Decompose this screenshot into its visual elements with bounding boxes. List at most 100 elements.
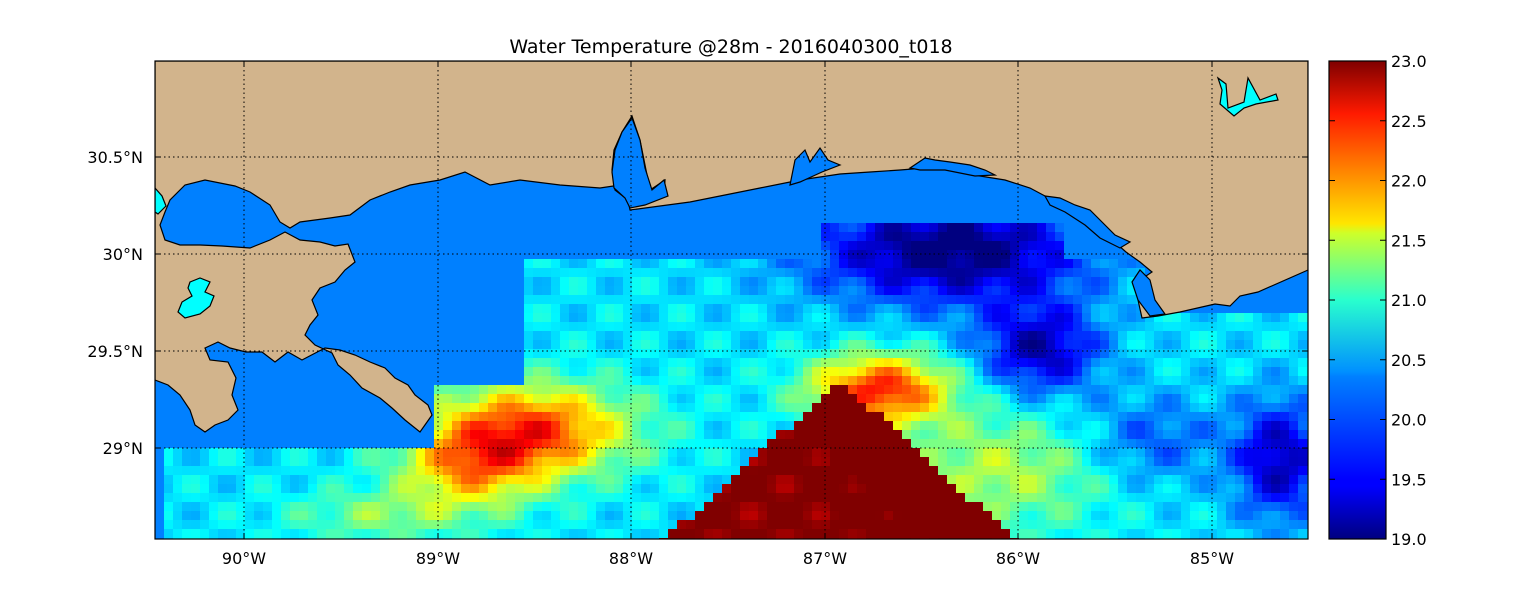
temperature-cell xyxy=(803,493,812,502)
temperature-cell xyxy=(1073,376,1082,385)
temperature-cell xyxy=(1181,484,1190,493)
temperature-cell xyxy=(623,322,632,331)
temperature-cell xyxy=(1244,421,1253,430)
temperature-cell xyxy=(1127,511,1136,520)
temperature-cell xyxy=(1073,367,1082,376)
temperature-cell xyxy=(1028,295,1037,304)
temperature-cell xyxy=(965,502,974,511)
temperature-cell xyxy=(362,466,371,475)
temperature-cell xyxy=(1055,511,1064,520)
temperature-cell xyxy=(1091,313,1100,322)
temperature-cell xyxy=(911,277,920,286)
temperature-cell xyxy=(272,502,281,511)
temperature-cell xyxy=(614,277,623,286)
temperature-cell xyxy=(929,412,938,421)
temperature-cell xyxy=(785,385,794,394)
temperature-cell xyxy=(578,502,587,511)
temperature-cell xyxy=(191,448,200,457)
temperature-cell xyxy=(515,475,524,484)
temperature-cell xyxy=(1082,421,1091,430)
temperature-cell xyxy=(1082,376,1091,385)
temperature-cell xyxy=(1073,331,1082,340)
temperature-cell xyxy=(200,457,209,466)
temperature-cell xyxy=(569,520,578,529)
temperature-cell xyxy=(218,529,227,538)
temperature-cell xyxy=(686,430,695,439)
temperature-cell xyxy=(920,295,929,304)
temperature-cell xyxy=(866,286,875,295)
temperature-cell xyxy=(1010,367,1019,376)
temperature-cell xyxy=(1091,421,1100,430)
temperature-cell xyxy=(542,376,551,385)
temperature-cell xyxy=(623,385,632,394)
temperature-cell xyxy=(425,457,434,466)
temperature-cell xyxy=(920,340,929,349)
temperature-cell xyxy=(200,493,209,502)
temperature-cell xyxy=(560,331,569,340)
temperature-cell xyxy=(380,484,389,493)
temperature-cell xyxy=(1199,484,1208,493)
temperature-cell xyxy=(704,475,713,484)
temperature-cell xyxy=(776,403,785,412)
temperature-cell xyxy=(236,493,245,502)
temperature-cell xyxy=(596,358,605,367)
temperature-cell xyxy=(785,376,794,385)
temperature-cell xyxy=(1199,430,1208,439)
temperature-cell xyxy=(1172,394,1181,403)
temperature-cell xyxy=(1064,394,1073,403)
temperature-cell xyxy=(1037,295,1046,304)
temperature-cell xyxy=(1226,466,1235,475)
temperature-cell xyxy=(1280,457,1289,466)
temperature-cell xyxy=(866,322,875,331)
temperature-cell xyxy=(920,358,929,367)
temperature-cell xyxy=(533,367,542,376)
temperature-cell xyxy=(722,394,731,403)
temperature-cell xyxy=(542,493,551,502)
temperature-cell xyxy=(1055,268,1064,277)
temperature-cell xyxy=(416,520,425,529)
temperature-cell xyxy=(182,529,191,538)
temperature-cell xyxy=(416,493,425,502)
temperature-cell xyxy=(605,367,614,376)
temperature-cell xyxy=(731,277,740,286)
temperature-cell xyxy=(749,322,758,331)
temperature-cell xyxy=(677,430,686,439)
temperature-cell xyxy=(965,430,974,439)
temperature-cell xyxy=(767,394,776,403)
x-tick-label: 85°W xyxy=(1190,549,1234,568)
temperature-cell xyxy=(830,286,839,295)
temperature-cell xyxy=(1073,412,1082,421)
temperature-cell xyxy=(1262,520,1271,529)
temperature-cell xyxy=(686,367,695,376)
temperature-cell xyxy=(344,520,353,529)
temperature-cell xyxy=(632,367,641,376)
temperature-cell xyxy=(1145,322,1154,331)
temperature-cell xyxy=(983,403,992,412)
temperature-cell xyxy=(1100,286,1109,295)
temperature-cell xyxy=(614,502,623,511)
temperature-cell xyxy=(407,484,416,493)
temperature-cell xyxy=(632,268,641,277)
temperature-cell xyxy=(1217,421,1226,430)
temperature-cell xyxy=(1001,313,1010,322)
temperature-cell xyxy=(1244,493,1253,502)
temperature-cell xyxy=(992,466,1001,475)
temperature-cell xyxy=(335,475,344,484)
temperature-cell xyxy=(938,439,947,448)
temperature-cell xyxy=(758,277,767,286)
temperature-cell xyxy=(695,493,704,502)
temperature-cell xyxy=(1163,313,1172,322)
temperature-cell xyxy=(677,376,686,385)
temperature-cell xyxy=(470,484,479,493)
temperature-cell xyxy=(650,349,659,358)
temperature-cell xyxy=(722,304,731,313)
temperature-cell xyxy=(893,340,902,349)
temperature-cell xyxy=(1190,385,1199,394)
temperature-cell xyxy=(461,403,470,412)
temperature-cell xyxy=(1055,466,1064,475)
temperature-cell xyxy=(425,448,434,457)
temperature-cell xyxy=(1217,448,1226,457)
temperature-cell xyxy=(839,484,848,493)
temperature-cell xyxy=(542,259,551,268)
temperature-cell xyxy=(1235,511,1244,520)
